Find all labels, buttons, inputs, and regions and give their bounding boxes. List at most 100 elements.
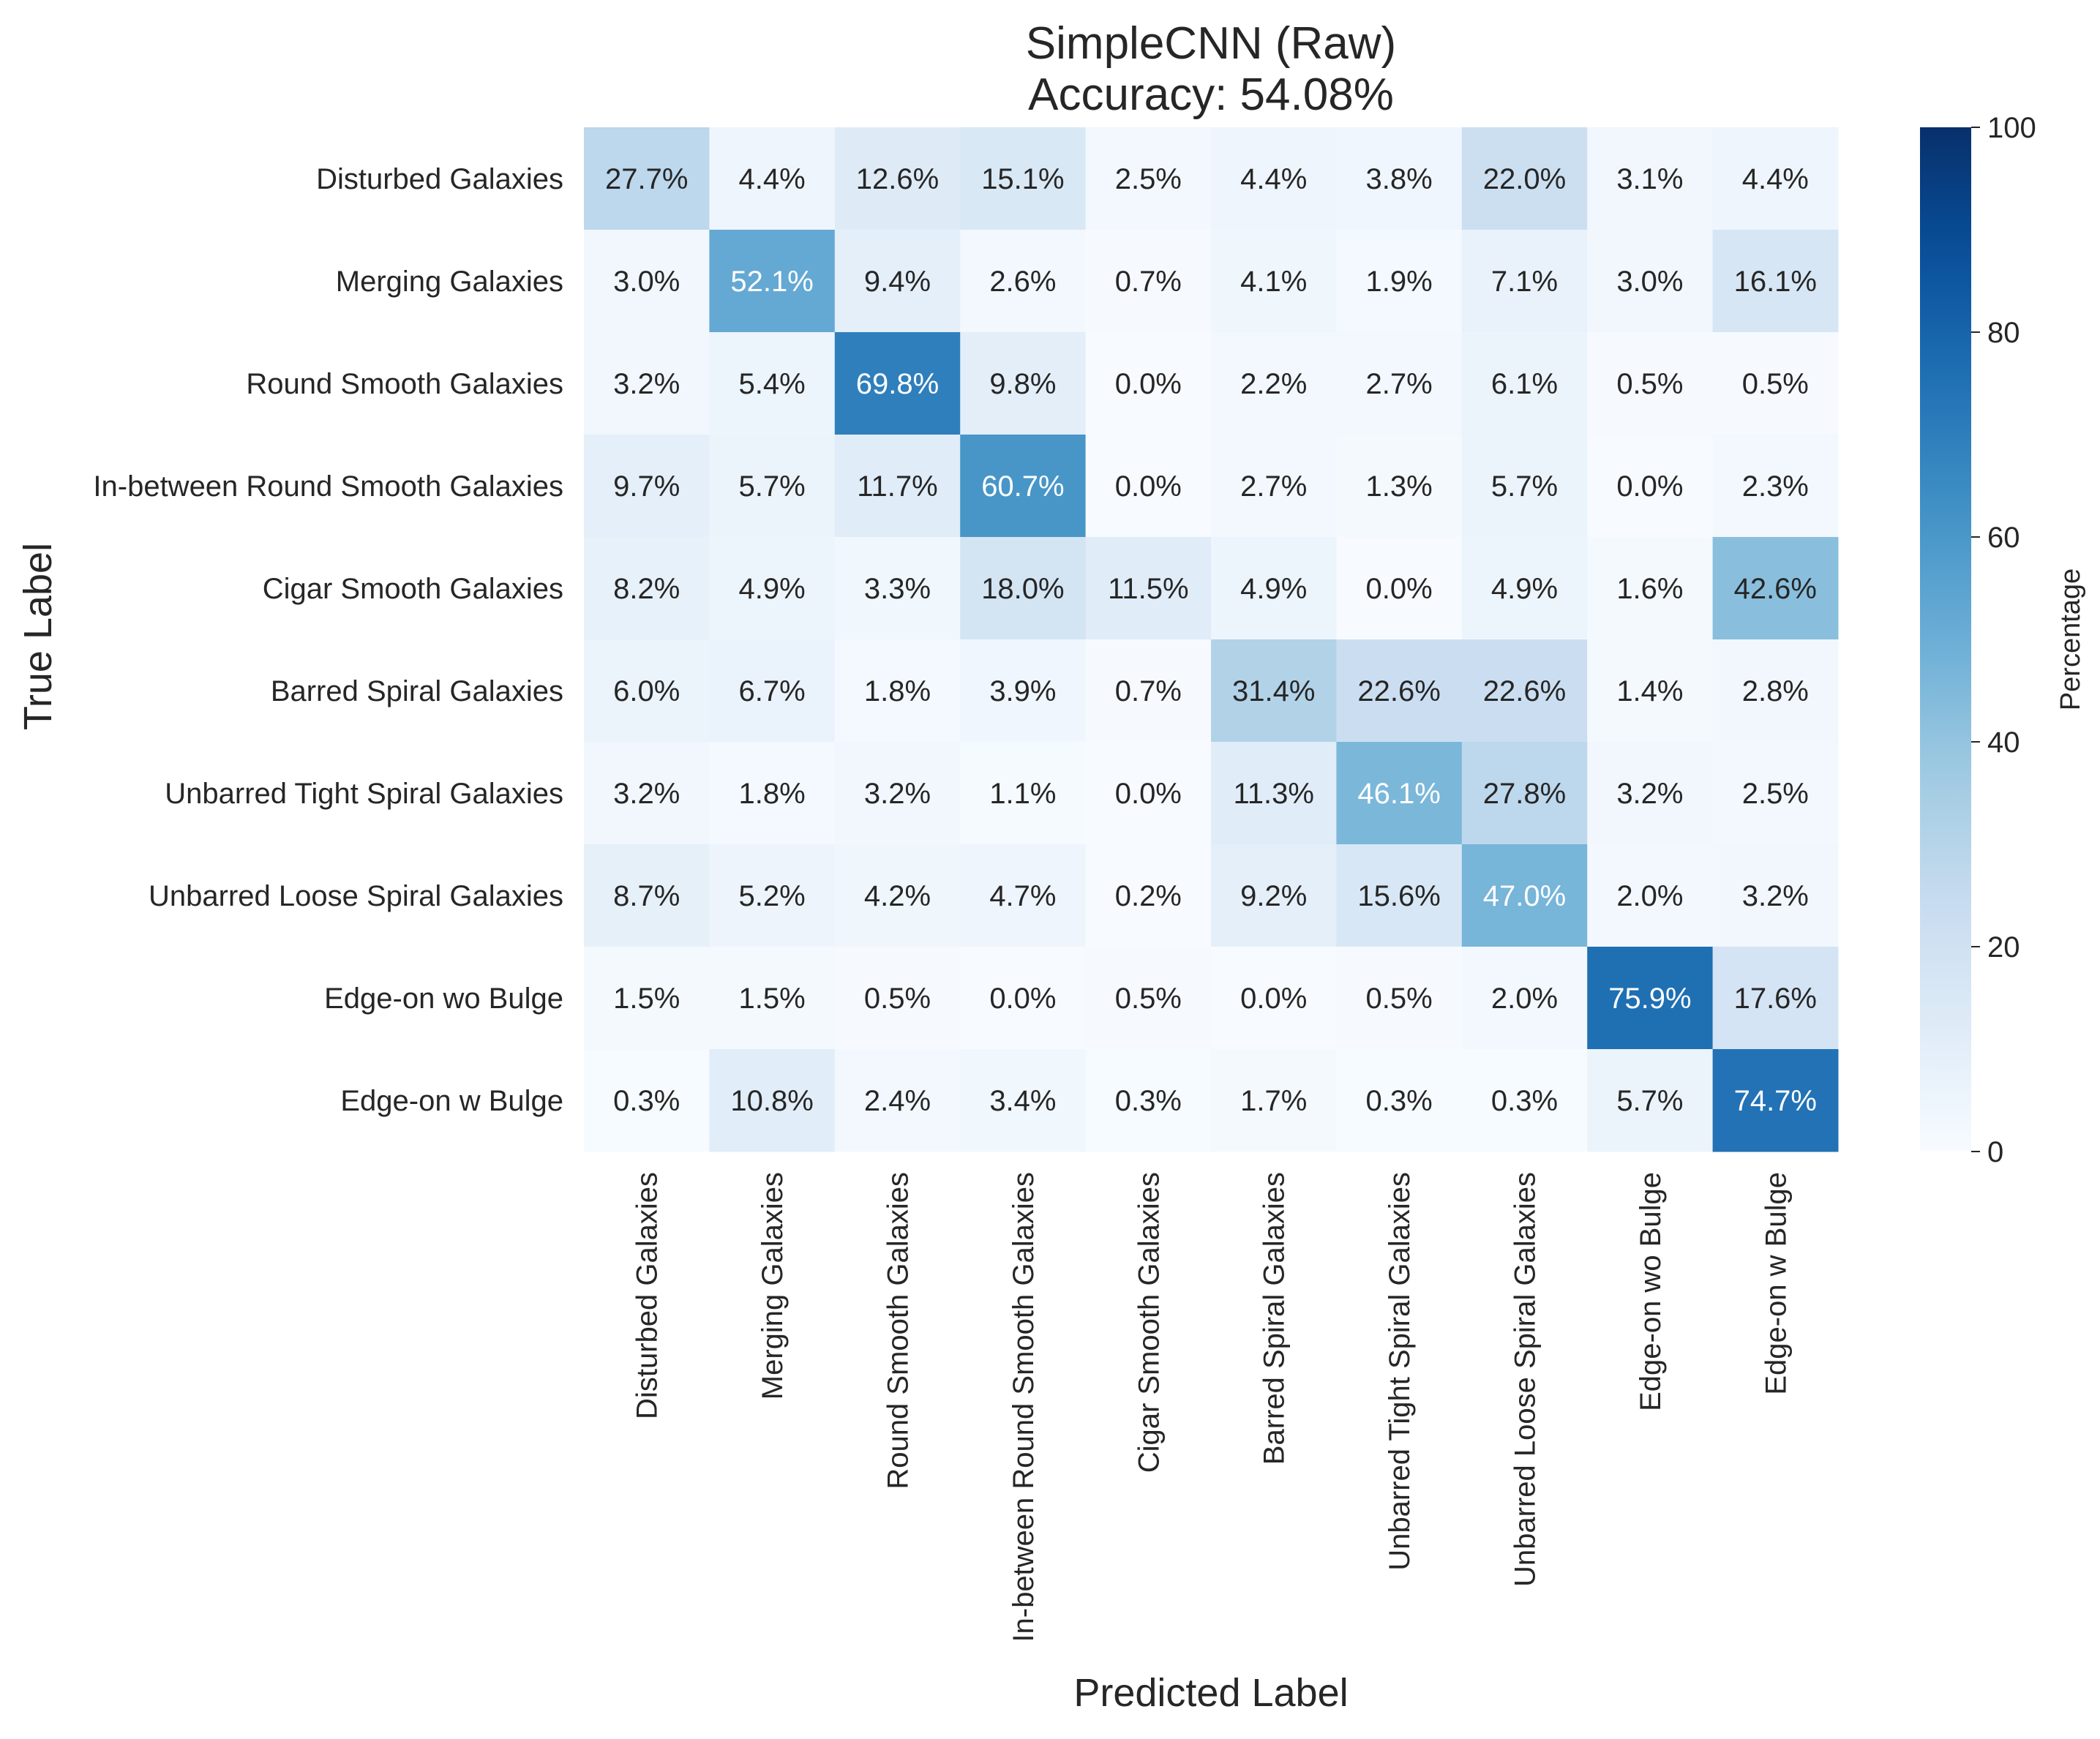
- cell-value-label: 4.9%: [739, 573, 806, 605]
- chart-title-line-2: Accuracy: 54.08%: [1028, 70, 1394, 120]
- heatmap-cell: [1587, 127, 1714, 230]
- cell-value-label: 3.3%: [864, 573, 931, 605]
- cell-value-label: 4.9%: [1240, 573, 1307, 605]
- cell-value-label: 5.7%: [739, 470, 806, 503]
- heatmap-cell: [1211, 230, 1337, 333]
- cell-value-label: 18.0%: [981, 573, 1064, 605]
- heatmap-cell: [1211, 1049, 1337, 1152]
- cell-value-label: 0.0%: [1115, 368, 1182, 400]
- cell-value-label: 1.9%: [1366, 266, 1433, 298]
- heatmap-cell: [1336, 639, 1463, 743]
- colorbar-title: Percentage: [2055, 568, 2086, 710]
- heatmap-cell: [1587, 332, 1714, 435]
- cell-value-label: 1.5%: [613, 983, 680, 1015]
- cell-value-label: 60.7%: [981, 470, 1064, 503]
- cell-value-label: 1.6%: [1616, 573, 1683, 605]
- cell-value-label: 16.1%: [1734, 266, 1817, 298]
- heatmap-cell: [1336, 742, 1463, 845]
- y-tick-cigar-smooth-galaxies: Cigar Smooth Galaxies: [263, 573, 563, 605]
- cell-value-label: 2.3%: [1742, 470, 1809, 503]
- cell-value-label: 0.0%: [989, 983, 1056, 1015]
- cell-value-label: 0.5%: [864, 983, 931, 1015]
- cell-value-label: 4.4%: [1240, 163, 1307, 195]
- cell-value-label: 74.7%: [1734, 1085, 1817, 1117]
- colorbar-tick-label: 60: [1987, 522, 2020, 554]
- heatmap-cell: [1211, 537, 1337, 640]
- cell-value-label: 1.4%: [1616, 675, 1683, 707]
- heatmap-cells: 27.7% 4.4% 12.6% 15.1% 2.5% 4.4% 3.8% 22.0% 3.1%…: [584, 127, 1839, 1152]
- heatmap-cell: [709, 639, 836, 743]
- heatmap-cell: [709, 127, 836, 230]
- colorbar-tick-label: 100: [1987, 112, 2036, 144]
- heatmap-cell: [1211, 947, 1337, 1050]
- y-tick-round-smooth-galaxies: Round Smooth Galaxies: [246, 368, 563, 400]
- cell-value-label: 8.7%: [613, 880, 680, 912]
- heatmap-cell: [1336, 1049, 1463, 1152]
- cell-value-label: 52.1%: [730, 266, 813, 298]
- cell-value-label: 9.8%: [989, 368, 1056, 400]
- heatmap-cell: [1085, 844, 1212, 947]
- heatmap-cell: [834, 537, 961, 640]
- heatmap-cell: [1712, 435, 1839, 538]
- cell-value-label: 2.8%: [1742, 675, 1809, 707]
- heatmap-cell: [1211, 435, 1337, 538]
- heatmap-cell: [709, 230, 836, 333]
- cell-value-label: 0.0%: [1366, 573, 1433, 605]
- heatmap-cell: [709, 435, 836, 538]
- heatmap-cell: [1461, 537, 1588, 640]
- cell-value-label: 2.0%: [1491, 983, 1558, 1015]
- heatmap-cell: [584, 639, 710, 743]
- heatmap-cell: [1587, 435, 1714, 538]
- heatmap-cell: [1461, 1049, 1588, 1152]
- x-tick-labels: Disturbed Galaxies Merging Galaxies Round …: [631, 1172, 1793, 1642]
- heatmap-cell: [1712, 1049, 1839, 1152]
- heatmap-cell: [1336, 537, 1463, 640]
- heatmap-cell: [1587, 742, 1714, 845]
- heatmap-cell: [709, 742, 836, 845]
- x-tick-edge-on-wo-bulge: Edge-on wo Bulge: [1635, 1172, 1667, 1411]
- cell-value-label: 0.3%: [1115, 1085, 1182, 1117]
- heatmap-cell: [960, 1049, 1087, 1152]
- cell-value-label: 7.1%: [1491, 266, 1558, 298]
- cell-value-label: 3.4%: [989, 1085, 1056, 1117]
- y-tick-edge-on-w-bulge: Edge-on w Bulge: [340, 1085, 563, 1117]
- heatmap-cell: [1336, 435, 1463, 538]
- heatmap-cell: [960, 332, 1087, 435]
- heatmap-cell: [960, 537, 1087, 640]
- cell-value-label: 9.7%: [613, 470, 680, 503]
- heatmap-cell: [584, 127, 710, 230]
- cell-value-label: 0.0%: [1240, 983, 1307, 1015]
- cell-value-label: 1.8%: [739, 778, 806, 810]
- heatmap-cell: [1461, 742, 1588, 845]
- cell-value-label: 3.8%: [1366, 163, 1433, 195]
- heatmap-cell: [1085, 230, 1212, 333]
- heatmap-cell: [1211, 639, 1337, 743]
- heatmap-cell: [1587, 639, 1714, 743]
- cell-value-label: 1.5%: [739, 983, 806, 1015]
- heatmap-cell: [834, 435, 961, 538]
- cell-value-label: 0.3%: [1366, 1085, 1433, 1117]
- cell-value-label: 15.1%: [981, 163, 1064, 195]
- cell-value-label: 47.0%: [1483, 880, 1566, 912]
- y-tick-edge-on-wo-bulge: Edge-on wo Bulge: [324, 983, 563, 1015]
- cell-value-label: 11.3%: [1233, 778, 1313, 810]
- chart-title-line-1: SimpleCNN (Raw): [1026, 18, 1396, 69]
- heatmap-cell: [960, 435, 1087, 538]
- cell-value-label: 11.7%: [857, 470, 937, 503]
- x-tick-barred-spiral-galaxies: Barred Spiral Galaxies: [1259, 1172, 1291, 1465]
- heatmap-cell: [709, 332, 836, 435]
- heatmap-cell: [834, 332, 961, 435]
- cell-value-label: 69.8%: [856, 368, 939, 400]
- cell-value-label: 1.1%: [989, 778, 1056, 810]
- heatmap-cell: [584, 537, 710, 640]
- cell-value-label: 3.9%: [989, 675, 1056, 707]
- cell-value-label: 3.0%: [613, 266, 680, 298]
- heatmap-cell: [709, 844, 836, 947]
- heatmap-cell: [709, 537, 836, 640]
- heatmap-cell: [1587, 844, 1714, 947]
- cell-value-label: 1.8%: [864, 675, 931, 707]
- cell-value-label: 27.8%: [1483, 778, 1566, 810]
- heatmap-cell: [1211, 127, 1337, 230]
